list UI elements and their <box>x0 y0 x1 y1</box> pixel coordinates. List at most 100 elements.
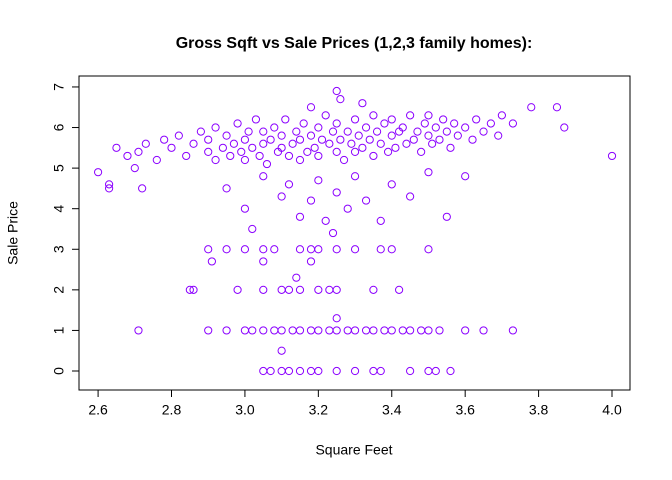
point <box>314 326 323 335</box>
point <box>295 326 305 335</box>
chart-title: Gross Sqft vs Sale Prices (1,2,3 family … <box>176 35 533 52</box>
point <box>174 131 183 140</box>
point <box>332 86 341 96</box>
y-tick-label: 7 <box>51 83 67 91</box>
point <box>372 127 382 136</box>
point <box>284 366 294 376</box>
point <box>417 147 426 156</box>
point <box>218 143 227 152</box>
point <box>461 326 470 335</box>
point <box>387 326 396 335</box>
point <box>222 131 231 140</box>
point <box>138 184 147 193</box>
x-tick-label: 3.6 <box>455 402 475 418</box>
y-tick-label: 0 <box>51 367 67 375</box>
point <box>332 314 341 323</box>
point <box>277 192 286 201</box>
point <box>189 285 198 294</box>
point <box>259 245 268 254</box>
point <box>369 151 378 161</box>
point <box>152 155 161 165</box>
point <box>314 245 323 254</box>
point <box>204 135 213 144</box>
point <box>105 180 114 189</box>
point <box>211 155 220 165</box>
point <box>266 135 275 144</box>
point <box>204 245 213 254</box>
point <box>424 168 433 177</box>
point <box>248 326 257 335</box>
point <box>233 119 242 128</box>
point <box>240 326 250 335</box>
point <box>255 151 264 161</box>
point <box>402 139 411 148</box>
point <box>328 127 338 136</box>
point <box>354 131 363 140</box>
point <box>332 366 341 376</box>
point <box>288 139 297 148</box>
point <box>292 127 301 136</box>
point <box>350 147 360 156</box>
point <box>343 326 352 335</box>
point <box>343 204 352 213</box>
point <box>387 131 396 140</box>
point <box>328 228 338 238</box>
point <box>424 366 433 376</box>
y-tick-label: 4 <box>51 205 67 213</box>
point <box>189 139 198 148</box>
point <box>270 245 279 254</box>
point <box>277 366 286 376</box>
point <box>295 155 305 165</box>
point <box>428 139 437 148</box>
point <box>398 123 407 132</box>
point <box>336 135 345 144</box>
x-axis-label: Square Feet <box>315 442 392 458</box>
point <box>347 139 356 148</box>
point <box>105 184 114 193</box>
point <box>277 131 286 140</box>
point <box>358 99 367 108</box>
point <box>295 245 305 254</box>
point <box>251 115 261 124</box>
point <box>204 326 213 335</box>
point <box>295 212 305 221</box>
point <box>306 103 316 112</box>
point <box>391 143 400 152</box>
point <box>259 366 268 376</box>
point <box>284 151 294 161</box>
point <box>240 245 250 254</box>
point <box>248 143 257 152</box>
point <box>321 216 330 225</box>
point <box>468 135 477 144</box>
point <box>376 245 385 254</box>
point <box>350 326 360 335</box>
point <box>204 147 213 156</box>
point <box>284 180 294 189</box>
point <box>270 326 279 335</box>
point <box>439 115 448 124</box>
y-tick-label: 1 <box>51 326 67 334</box>
point <box>380 119 389 128</box>
point <box>321 111 330 120</box>
point <box>453 131 462 140</box>
point <box>244 127 253 136</box>
point <box>332 147 341 156</box>
point <box>207 257 216 266</box>
point <box>508 326 517 335</box>
point <box>314 123 323 132</box>
point <box>196 127 205 136</box>
point <box>288 326 297 335</box>
point <box>442 212 451 221</box>
point <box>350 245 360 254</box>
x-tick-label: 3.8 <box>529 402 549 418</box>
point <box>240 155 250 165</box>
point <box>446 366 455 376</box>
point <box>607 151 617 161</box>
point <box>431 123 440 132</box>
point <box>185 285 194 294</box>
point <box>486 119 495 128</box>
point <box>277 326 286 335</box>
point <box>295 285 305 294</box>
point <box>262 159 272 169</box>
point <box>310 143 319 152</box>
